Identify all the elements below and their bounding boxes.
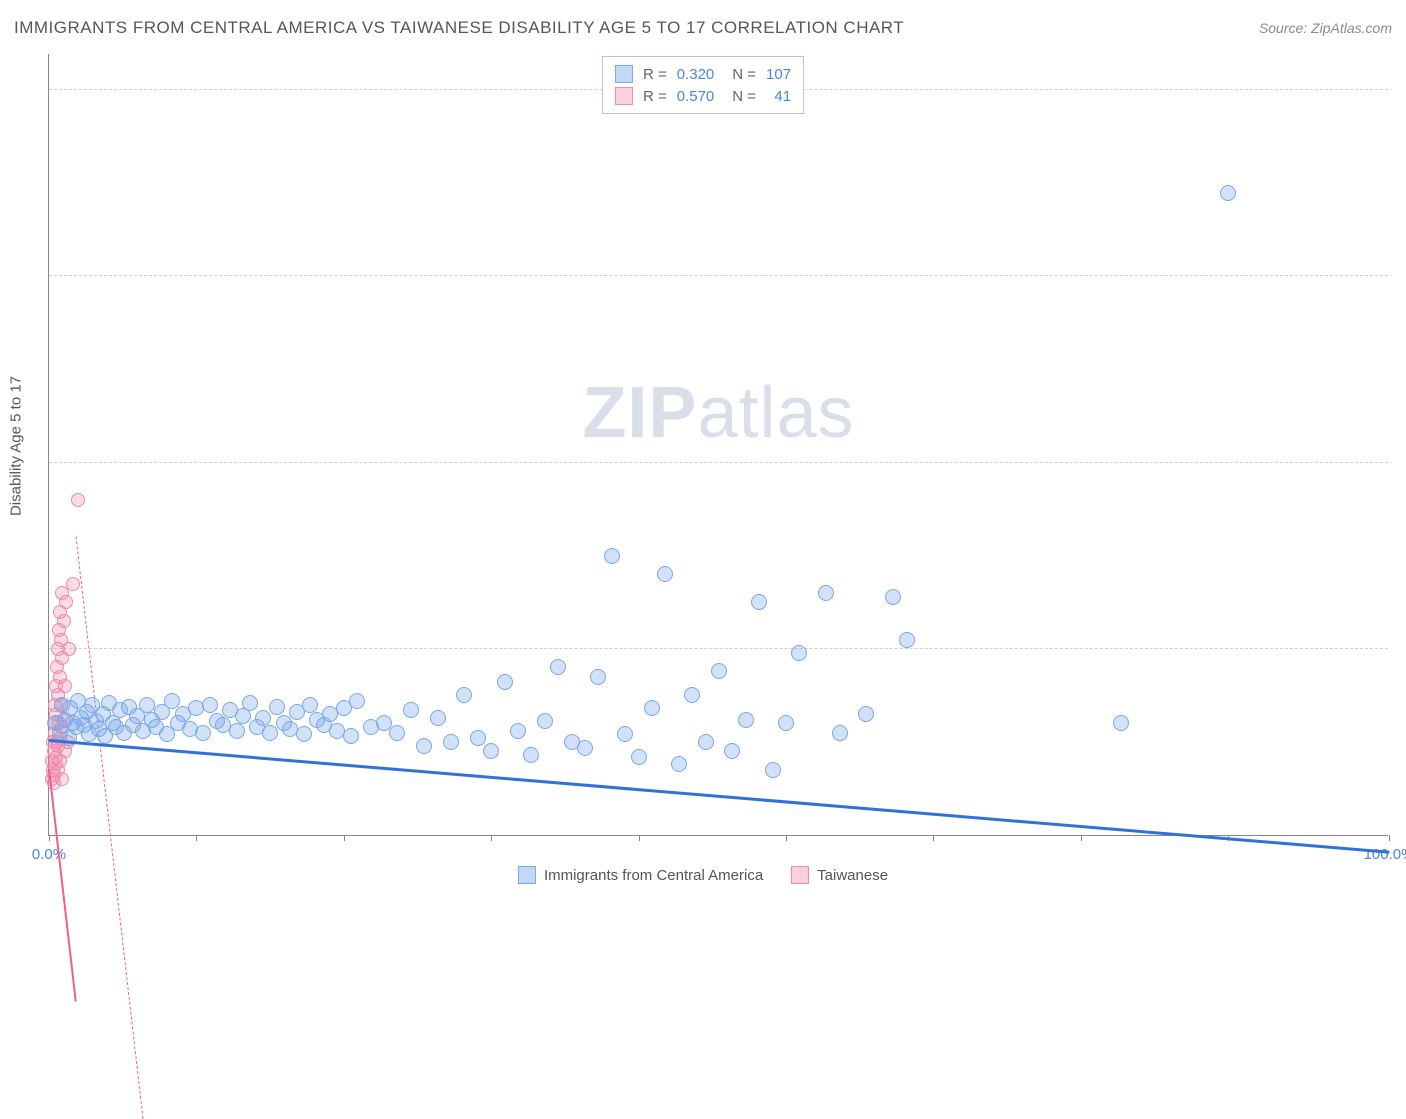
trendline (49, 739, 1389, 854)
scatter-point-a (778, 715, 794, 731)
x-tick (344, 835, 345, 841)
scatter-point-a (724, 743, 740, 759)
legend-stats: R = 0.320 N = 107 R = 0.570 N = 41 (602, 56, 804, 114)
scatter-point-a (389, 725, 405, 741)
scatter-point-a (497, 674, 513, 690)
legend-n-label: N = (732, 88, 756, 105)
x-tick (639, 835, 640, 841)
legend-n-value: 107 (766, 66, 791, 83)
scatter-point-a (631, 749, 647, 765)
scatter-point-a (550, 659, 566, 675)
gridline-h (49, 648, 1388, 649)
x-tick (1081, 835, 1082, 841)
x-tick (491, 835, 492, 841)
x-tick (933, 835, 934, 841)
x-tick-label: 0.0% (32, 846, 66, 863)
y-axis-label: Disability Age 5 to 17 (8, 376, 25, 516)
scatter-point-b (62, 642, 76, 656)
plot-area: ZIPatlas 10.0%20.0%30.0%40.0%0.0%100.0% (48, 54, 1388, 836)
scatter-point-a (698, 734, 714, 750)
scatter-point-a (202, 697, 218, 713)
scatter-point-a (302, 697, 318, 713)
scatter-point-a (269, 699, 285, 715)
gridline-h (49, 275, 1388, 276)
legend-swatch (518, 866, 536, 884)
legend-r-value: 0.570 (677, 88, 715, 105)
scatter-point-a (738, 712, 754, 728)
scatter-point-a (430, 710, 446, 726)
trendline (75, 537, 143, 1119)
scatter-point-a (242, 695, 258, 711)
scatter-point-a (349, 693, 365, 709)
scatter-point-a (443, 734, 459, 750)
scatter-point-a (657, 566, 673, 582)
scatter-point-a (470, 730, 486, 746)
scatter-point-a (617, 726, 633, 742)
scatter-point-a (139, 697, 155, 713)
scatter-point-a (604, 548, 620, 564)
legend-r-label: R = (643, 66, 667, 83)
scatter-point-a (1220, 185, 1236, 201)
scatter-point-a (456, 687, 472, 703)
legend-r-label: R = (643, 88, 667, 105)
scatter-point-b (55, 772, 69, 786)
scatter-point-a (711, 663, 727, 679)
legend-series-label: Immigrants from Central America (544, 867, 763, 884)
gridline-h (49, 462, 1388, 463)
legend-series-item: Immigrants from Central America (518, 866, 763, 884)
scatter-point-a (577, 740, 593, 756)
scatter-point-a (751, 594, 767, 610)
legend-series-label: Taiwanese (817, 867, 888, 884)
legend-swatch (791, 866, 809, 884)
scatter-point-a (899, 632, 915, 648)
scatter-point-a (684, 687, 700, 703)
scatter-point-a (296, 726, 312, 742)
legend-r-value: 0.320 (677, 66, 715, 83)
legend-stats-row: R = 0.320 N = 107 (615, 63, 791, 85)
scatter-point-a (416, 738, 432, 754)
scatter-point-b (57, 614, 71, 628)
watermark: ZIPatlas (582, 372, 854, 454)
watermark-right: atlas (697, 373, 854, 453)
scatter-point-a (510, 723, 526, 739)
x-tick (786, 835, 787, 841)
legend-series: Immigrants from Central America Taiwanese (518, 866, 888, 884)
legend-swatch (615, 65, 633, 83)
scatter-point-a (229, 723, 245, 739)
scatter-point-a (1113, 715, 1129, 731)
x-tick (196, 835, 197, 841)
scatter-point-a (885, 589, 901, 605)
scatter-point-a (343, 728, 359, 744)
scatter-point-a (537, 713, 553, 729)
x-tick (1389, 835, 1390, 841)
scatter-point-b (71, 493, 85, 507)
scatter-point-b (59, 595, 73, 609)
scatter-point-a (791, 645, 807, 661)
scatter-point-b (66, 577, 80, 591)
legend-n-value: 41 (766, 88, 791, 105)
x-tick (49, 835, 50, 841)
legend-swatch (615, 87, 633, 105)
watermark-left: ZIP (582, 373, 697, 453)
scatter-point-a (644, 700, 660, 716)
scatter-point-b (58, 679, 72, 693)
legend-n-label: N = (732, 66, 756, 83)
scatter-point-a (765, 762, 781, 778)
scatter-point-a (255, 710, 271, 726)
scatter-point-a (483, 743, 499, 759)
scatter-point-a (590, 669, 606, 685)
scatter-point-a (523, 747, 539, 763)
legend-series-item: Taiwanese (791, 866, 888, 884)
scatter-point-a (818, 585, 834, 601)
scatter-point-a (403, 702, 419, 718)
trendline (48, 769, 77, 1002)
scatter-point-a (671, 756, 687, 772)
scatter-point-a (832, 725, 848, 741)
scatter-point-a (195, 725, 211, 741)
chart-title: IMMIGRANTS FROM CENTRAL AMERICA VS TAIWA… (14, 18, 904, 38)
scatter-point-a (858, 706, 874, 722)
chart-source: Source: ZipAtlas.com (1259, 20, 1392, 36)
legend-stats-row: R = 0.570 N = 41 (615, 85, 791, 107)
chart-header: IMMIGRANTS FROM CENTRAL AMERICA VS TAIWA… (14, 18, 1392, 38)
